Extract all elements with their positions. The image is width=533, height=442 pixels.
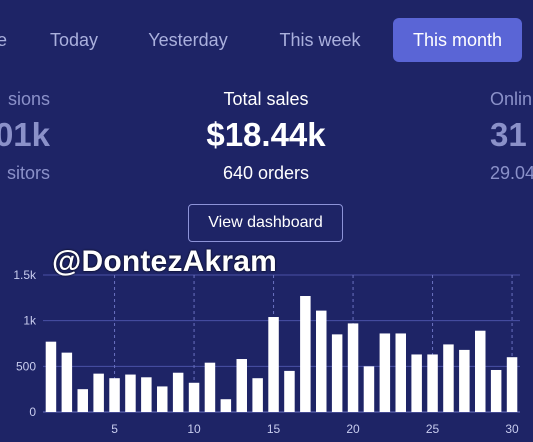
x-tick-label: 25 (426, 422, 440, 436)
chart-bar[interactable] (490, 369, 502, 412)
total-sales-value: $18.44k (206, 116, 326, 153)
chart-bar[interactable] (347, 323, 359, 412)
chart-bar[interactable] (475, 330, 486, 412)
online-value: 31 (490, 116, 527, 153)
x-tick-label: 30 (505, 422, 519, 436)
chart-x-ticks: 5 10 15 20 25 30 (111, 422, 519, 436)
y-tick-label: 1.5k (13, 268, 37, 282)
chart-bar[interactable] (45, 341, 57, 412)
chart-bars (45, 296, 518, 412)
sessions-stat: sions 01k sitors (0, 86, 50, 188)
sales-bar-chart: 0 500 1k 1.5k 5 10 15 20 25 30 (13, 268, 520, 436)
chart-bar[interactable] (331, 334, 343, 412)
x-tick-label: 5 (111, 422, 118, 436)
online-label: Onlin (490, 89, 533, 109)
chart-bar[interactable] (93, 373, 104, 412)
visitors-label: sitors (6, 163, 50, 183)
chart-bar[interactable] (125, 374, 136, 412)
chart-bar[interactable] (61, 352, 73, 412)
chart-bar[interactable] (77, 389, 88, 412)
chart-bar[interactable] (157, 386, 168, 412)
sessions-value: 01k (0, 116, 50, 153)
chart-bar[interactable] (109, 378, 120, 412)
date-range-tabs: e Today Yesterday This week This month (0, 0, 533, 80)
chart-y-ticks: 0 500 1k 1.5k (13, 268, 37, 419)
chart-bar[interactable] (379, 333, 391, 412)
chart-bar[interactable] (188, 382, 200, 412)
watermark-text: @DontezAkram (52, 245, 278, 278)
x-tick-label: 20 (346, 422, 360, 436)
chart-bar[interactable] (427, 354, 438, 412)
total-sales-stat: Total sales $18.44k 640 orders (166, 86, 366, 188)
tab-this-month[interactable]: This month (393, 18, 522, 62)
tab-this-week[interactable]: This week (279, 30, 361, 50)
chart-bar[interactable] (506, 357, 518, 412)
y-tick-label: 500 (16, 359, 36, 373)
tab-yesterday[interactable]: Yesterday (148, 30, 228, 50)
orders-count: 640 orders (222, 163, 310, 183)
chart-bar[interactable] (443, 344, 454, 412)
online-stat: Onlin 31 29.04 (490, 86, 533, 188)
chart-bar[interactable] (268, 317, 279, 412)
chart-bar[interactable] (236, 359, 247, 412)
view-dashboard-button[interactable]: View dashboard (188, 204, 343, 242)
chart-bar[interactable] (411, 354, 422, 412)
chart-bar[interactable] (395, 333, 406, 412)
total-sales-label: Total sales (223, 89, 309, 109)
y-tick-label: 1k (23, 314, 37, 328)
x-tick-label: 10 (187, 422, 201, 436)
chart-bar[interactable] (204, 362, 216, 412)
y-tick-label: 0 (29, 405, 36, 419)
x-tick-label: 15 (267, 422, 281, 436)
chart-bar[interactable] (172, 372, 184, 412)
chart-bar[interactable] (300, 296, 311, 412)
tab-partial[interactable]: e (0, 30, 7, 50)
chart-bar[interactable] (316, 310, 327, 412)
tab-today[interactable]: Today (49, 30, 99, 50)
sessions-label: sions (7, 89, 50, 109)
chart-bar[interactable] (220, 399, 232, 412)
chart-bar[interactable] (363, 366, 375, 412)
chart-bar[interactable] (141, 377, 152, 412)
chart-bar[interactable] (284, 370, 295, 412)
chart-bar[interactable] (459, 349, 470, 412)
online-sub: 29.04 (490, 163, 533, 183)
chart-bar[interactable] (252, 378, 263, 412)
